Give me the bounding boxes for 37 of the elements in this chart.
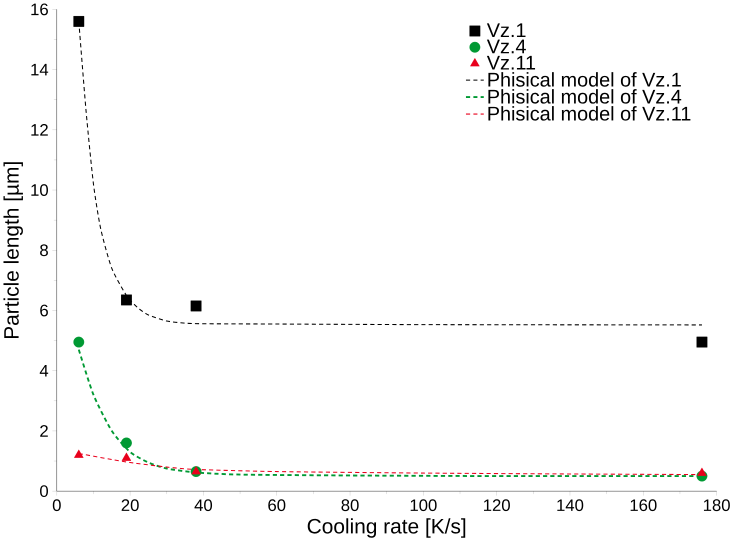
point	[121, 437, 132, 448]
point	[696, 336, 708, 348]
x-tick-label: 0	[52, 499, 61, 512]
y-tick-label: 10	[31, 184, 48, 196]
y-axis-title: Particle length [µm]	[3, 162, 23, 338]
point	[191, 466, 201, 474]
point	[73, 16, 84, 27]
legend-label: Phisical model of Vz.1	[488, 72, 681, 87]
x-tick-label: 120	[484, 499, 510, 512]
legend-label: Vz.1	[486, 23, 526, 37]
point	[190, 300, 202, 312]
x-tick-label: 180	[704, 499, 730, 512]
y-tick-label: 6	[40, 304, 48, 316]
y-tick-label: 16	[31, 3, 48, 16]
point	[122, 452, 132, 461]
x-tick-label: 160	[630, 499, 657, 512]
y-tick-label: 12	[31, 124, 48, 136]
point	[74, 449, 84, 458]
x-axis-title: Cooling rate [K/s]	[308, 518, 466, 538]
legend-label: Phisical model of Vz.4	[488, 89, 682, 104]
x-tick-label: 60	[268, 499, 286, 512]
point	[697, 468, 707, 476]
legend-label: Phisical model of Vz.11	[488, 106, 690, 121]
x-tick-label: 80	[341, 499, 359, 512]
x-tick-label: 20	[122, 499, 139, 512]
y-tick-label: 0	[40, 485, 48, 497]
x-tick-label: 100	[410, 499, 437, 512]
x-tick-label: 140	[557, 499, 584, 512]
point	[73, 336, 84, 348]
y-tick-label: 8	[40, 244, 48, 256]
x-tick-label: 40	[194, 499, 212, 512]
y-tick-label: 4	[40, 364, 48, 376]
legend-label: Vz.4	[486, 40, 526, 54]
y-tick-label: 2	[40, 425, 48, 437]
point	[121, 294, 132, 306]
y-tick-label: 14	[31, 64, 48, 76]
legend-label: Vz.11	[486, 56, 536, 70]
